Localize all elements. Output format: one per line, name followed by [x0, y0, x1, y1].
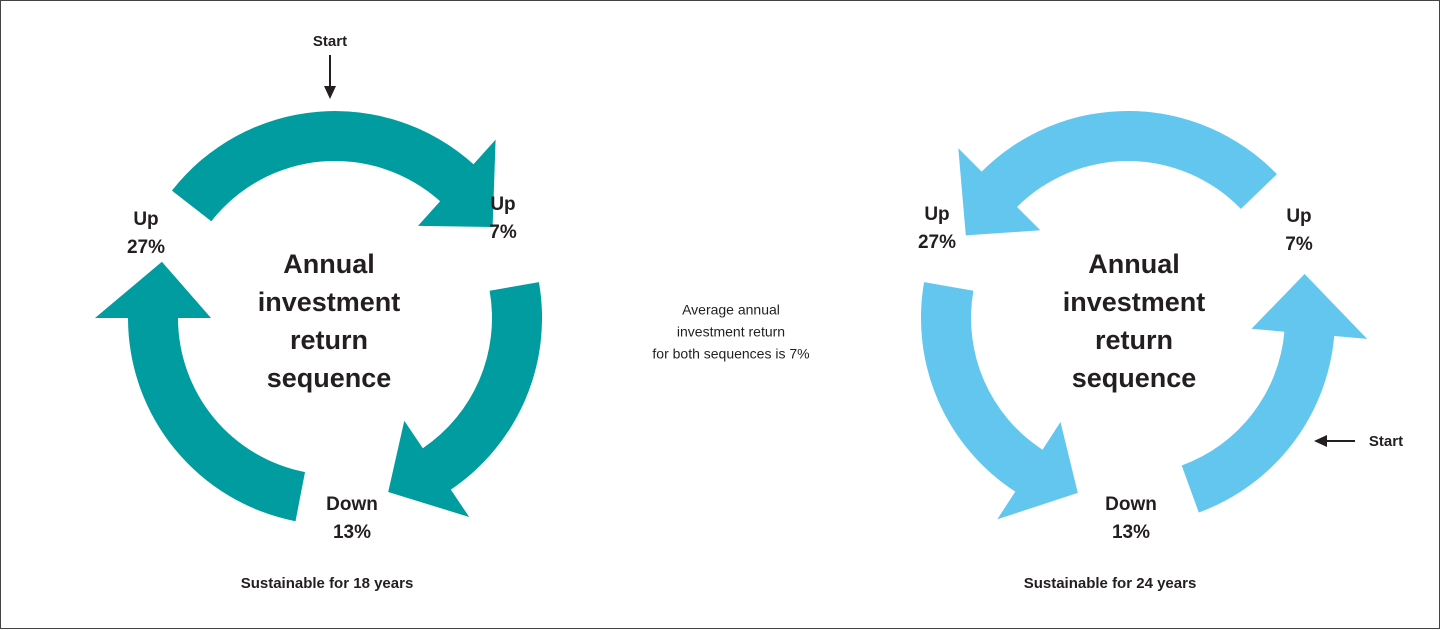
note: investment return	[677, 324, 785, 340]
cycle-arrow	[920, 282, 1078, 520]
cycle-arrow	[171, 111, 496, 227]
center-text: Annual	[1088, 249, 1180, 279]
label-direction: Up	[924, 204, 949, 225]
cycle-arrow	[1181, 274, 1368, 513]
label-percent: 27%	[127, 237, 165, 258]
center-text: return	[1095, 325, 1173, 355]
label-direction: Up	[490, 194, 515, 215]
start-label: Start	[313, 33, 347, 50]
center-text: investment	[1063, 287, 1206, 317]
arrows	[95, 110, 1368, 522]
label-direction: Up	[1286, 206, 1311, 227]
note: for both sequences is 7%	[652, 346, 809, 362]
label-direction: Up	[133, 209, 158, 230]
cycle-arrow	[95, 261, 305, 522]
center-text: return	[290, 325, 368, 355]
start-label: Start	[1369, 433, 1403, 450]
caption: Sustainable for 18 years	[241, 575, 414, 592]
note: Average annual	[682, 302, 780, 318]
label-percent: 13%	[333, 522, 371, 543]
start-pointer-head	[1314, 435, 1327, 447]
label-percent: 7%	[489, 222, 517, 243]
label-percent: 13%	[1112, 522, 1150, 543]
cycle-arrow	[388, 282, 543, 517]
center-text: investment	[258, 287, 401, 317]
label-percent: 7%	[1285, 234, 1313, 255]
center-text: sequence	[267, 363, 392, 393]
start-pointer-head	[324, 86, 336, 99]
label-direction: Down	[1105, 494, 1157, 515]
label-percent: 27%	[918, 232, 956, 253]
label-direction: Down	[326, 494, 378, 515]
center-text: sequence	[1072, 363, 1197, 393]
center-text: Annual	[283, 249, 375, 279]
cycle-arrow	[958, 110, 1277, 236]
caption: Sustainable for 24 years	[1024, 575, 1197, 592]
